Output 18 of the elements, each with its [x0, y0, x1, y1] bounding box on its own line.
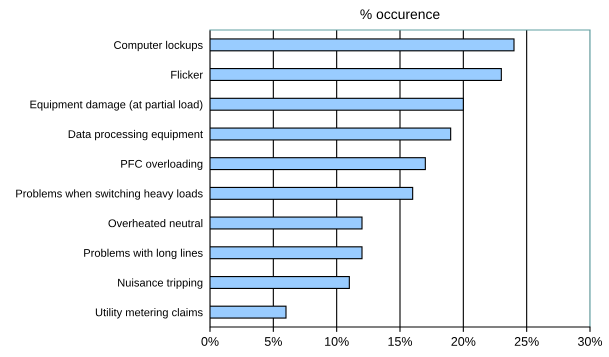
chart-title: % occurence — [360, 9, 440, 20]
x-tick-label: 0% — [201, 337, 219, 346]
y-tick-label: Overheated neutral — [108, 219, 202, 228]
y-tick-label: Computer lockups — [114, 40, 203, 52]
y-tick-label: Utility metering claims — [96, 308, 203, 318]
y-tick-label: Equipment damage (at partial load) — [30, 100, 202, 111]
x-tick-label: 10% — [325, 337, 349, 346]
y-tick-label: Flicker — [171, 70, 203, 79]
y-tick-label: Nuisance tripping — [118, 278, 202, 289]
x-tick-label: 25% — [514, 337, 539, 346]
x-tick-label: 5% — [264, 337, 282, 346]
x-tick-label: 20% — [451, 337, 476, 346]
y-tick-label: Data processing equipment — [68, 130, 203, 140]
y-tick-label: PFC overloading — [121, 160, 202, 170]
x-tick-label: 30% — [578, 337, 602, 346]
y-tick-label: Problems when switching heavy loads — [16, 189, 203, 200]
y-tick-label: Problems with long lines — [84, 248, 203, 260]
x-tick-label: 15% — [388, 337, 412, 346]
